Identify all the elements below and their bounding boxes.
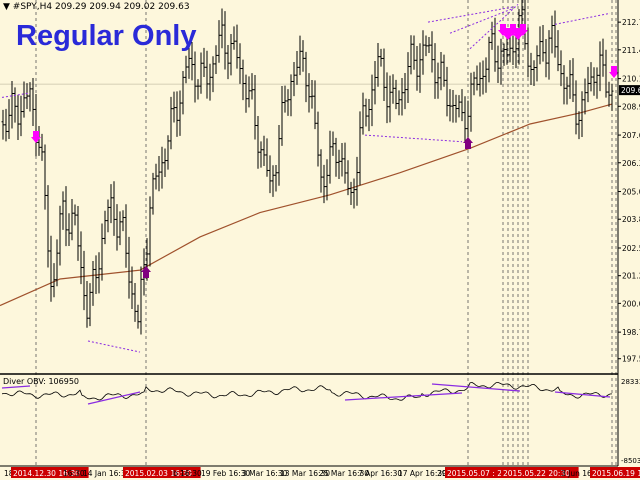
time-tick-label: 16:30	[63, 469, 85, 478]
time-tick-label: 25 Mar 16:30	[319, 469, 369, 478]
obv-divergence-line	[554, 391, 611, 398]
price-axis: 212.70 211.45 210.15 208.90 207.60 206.35 205.…	[618, 18, 640, 465]
divergence-line	[449, 8, 513, 34]
time-highlight-bg	[123, 467, 201, 478]
obv-divergence-line	[1, 385, 31, 389]
time-tick-label: 3 Jun 16:30	[561, 469, 604, 478]
time-tick-label: 3 Mar 16:30	[242, 469, 288, 478]
time-tick-label: b 16:30	[173, 469, 202, 478]
sell-arrow-icon	[609, 66, 619, 78]
price-tick-label: 198.70	[622, 328, 640, 337]
time-highlight-bg	[590, 467, 640, 478]
obv-divergence-line	[431, 383, 521, 392]
sell-arrow-icon	[518, 24, 528, 36]
price-tick-label: 206.35	[622, 159, 640, 168]
time-highlight-bg	[11, 467, 89, 478]
price-bars	[1, 0, 614, 335]
time-highlight-bg	[445, 467, 514, 478]
time-tick-label: 7 Apr 16:30	[358, 469, 402, 478]
time-tick-label: 2015.06.19 16:30	[592, 469, 640, 478]
buy-arrow-icon	[141, 266, 151, 278]
divergence-line	[1, 92, 31, 98]
price-tick-label: 202.50	[622, 244, 640, 253]
time-tick-label: 2015.05.22 20:30	[503, 469, 570, 478]
price-tick-label: 201.25	[622, 272, 640, 281]
price-tick-label: 211.45	[622, 46, 640, 55]
current-price-label: 209.63	[621, 86, 640, 95]
divergence-line	[427, 6, 516, 23]
divergence-line	[364, 134, 463, 143]
time-tick-label: 29	[437, 469, 447, 478]
price-tick-label: 205.05	[622, 188, 640, 197]
sell-arrow-icon	[31, 131, 41, 143]
price-tick-label: 197.50	[622, 355, 640, 364]
moving-average	[0, 103, 613, 307]
obv-indicator	[1, 381, 613, 405]
symbol-label: #SPY,H4	[12, 2, 53, 12]
time-tick-label: 18	[4, 469, 14, 478]
divergence-line	[554, 12, 611, 25]
price-tick-label: 203.80	[622, 215, 640, 224]
obv-divergence-line	[344, 392, 463, 401]
indicator-axis-top: 283330	[621, 378, 640, 386]
time-tick-label: 17 Apr 16:30	[398, 469, 447, 478]
divergence-lines	[1, 4, 611, 353]
ohlc-values: 209.29 209.94 209.02 209.63	[55, 2, 190, 12]
divergence-line	[469, 4, 519, 50]
time-tick-label: 14 Jan 16:30	[83, 469, 131, 478]
buy-arrow-icon	[463, 137, 473, 149]
current-price-marker	[619, 85, 640, 96]
price-tick-label: 200.00	[622, 299, 640, 308]
obv-line	[1, 381, 613, 401]
time-tick-label: 13 Mar 16:30	[280, 469, 330, 478]
price-tick-label: 208.90	[622, 102, 640, 111]
moving-average-line	[0, 103, 613, 307]
time-tick-label: 2014.12.30 16:30	[13, 469, 80, 478]
chart-title: ▼ #SPY,H4 209.29 209.94 209.02 209.63	[3, 2, 190, 12]
price-tick-label: 212.70	[622, 18, 640, 27]
indicator-label: Diver OBV: 106950	[3, 377, 80, 386]
divergence-line	[87, 340, 141, 353]
obv-divergence-line	[87, 391, 141, 405]
signal-arrows	[31, 24, 619, 278]
time-highlight-bg	[501, 467, 579, 478]
overlay-title: Regular Only	[16, 20, 197, 52]
indicator-axis-bottom: -85037	[621, 457, 640, 465]
time-tick-label: 2015.05.07 : 2	[447, 469, 502, 478]
chart-frame	[0, 0, 619, 467]
price-tick-label: 207.60	[622, 131, 640, 140]
time-tick-label: 2015.02.03 16:30	[125, 469, 192, 478]
price-tick-label: 210.15	[622, 75, 640, 84]
time-tick-label: 19 Feb 16:30	[201, 469, 250, 478]
dropdown-icon[interactable]: ▼	[3, 2, 10, 12]
